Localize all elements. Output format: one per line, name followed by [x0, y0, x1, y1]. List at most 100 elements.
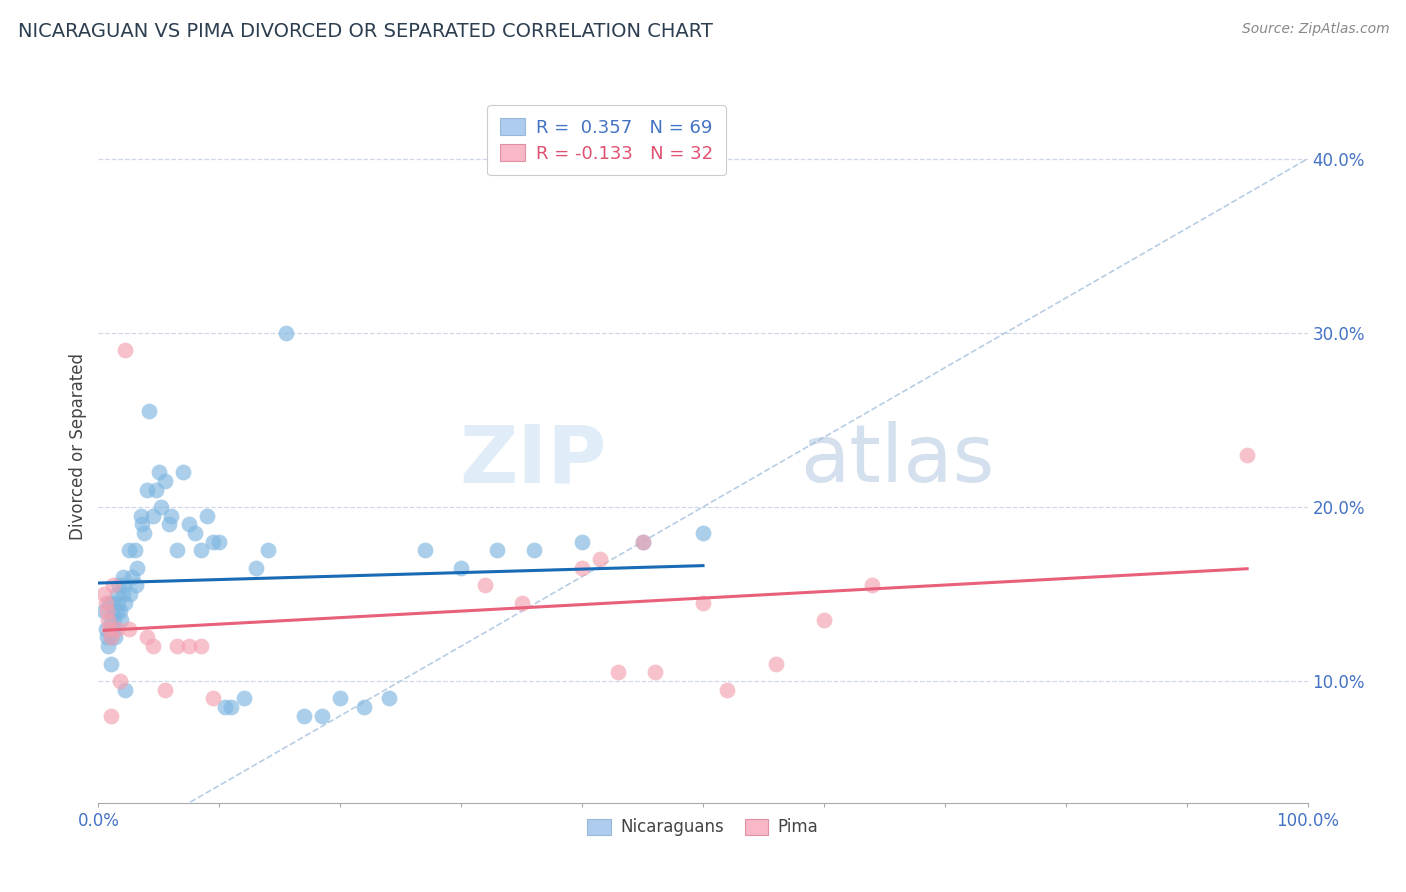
Point	[129, 508, 152, 523]
Point	[571, 534, 593, 549]
Point	[125, 578, 148, 592]
Point	[148, 465, 170, 479]
Point	[523, 543, 546, 558]
Point	[190, 639, 212, 653]
Point	[118, 622, 141, 636]
Point	[474, 578, 496, 592]
Point	[134, 526, 156, 541]
Point	[100, 631, 122, 645]
Point	[98, 596, 121, 610]
Point	[631, 534, 654, 549]
Point	[93, 604, 115, 618]
Point	[329, 691, 352, 706]
Point	[142, 639, 165, 653]
Point	[179, 639, 201, 653]
Point	[93, 587, 115, 601]
Point	[100, 657, 122, 671]
Point	[100, 708, 122, 723]
Point	[105, 622, 128, 636]
Point	[184, 526, 207, 541]
Point	[607, 665, 630, 680]
Point	[145, 483, 167, 497]
Point	[100, 622, 122, 636]
Point	[131, 517, 153, 532]
Point	[860, 578, 883, 592]
Point	[292, 708, 315, 723]
Text: NICARAGUAN VS PIMA DIVORCED OR SEPARATED CORRELATION CHART: NICARAGUAN VS PIMA DIVORCED OR SEPARATED…	[18, 22, 713, 41]
Point	[101, 604, 124, 618]
Point	[97, 613, 120, 627]
Point	[450, 561, 472, 575]
Point	[118, 543, 141, 558]
Point	[96, 604, 118, 618]
Point	[108, 578, 131, 592]
Point	[111, 587, 134, 601]
Point	[195, 508, 218, 523]
Point	[97, 639, 120, 653]
Point	[118, 587, 141, 601]
Point	[172, 465, 194, 479]
Point	[105, 604, 128, 618]
Point	[311, 708, 333, 723]
Point	[98, 622, 121, 636]
Point	[232, 691, 254, 706]
Text: Source: ZipAtlas.com: Source: ZipAtlas.com	[1241, 22, 1389, 37]
Point	[274, 326, 297, 340]
Point	[716, 682, 738, 697]
Point	[692, 596, 714, 610]
Point	[179, 517, 201, 532]
Point	[108, 604, 131, 618]
Point	[1236, 448, 1258, 462]
Point	[202, 534, 225, 549]
Point	[100, 631, 122, 645]
Point	[114, 596, 136, 610]
Point	[135, 631, 157, 645]
Point	[631, 534, 654, 549]
Point	[486, 543, 509, 558]
Point	[124, 543, 146, 558]
Legend: Nicaraguans, Pima: Nicaraguans, Pima	[575, 806, 831, 848]
Point	[208, 534, 231, 549]
Point	[644, 665, 666, 680]
Point	[413, 543, 436, 558]
Point	[103, 613, 125, 627]
Point	[214, 700, 236, 714]
Point	[100, 613, 122, 627]
Point	[150, 500, 173, 514]
Point	[571, 561, 593, 575]
Point	[166, 639, 188, 653]
Point	[256, 543, 278, 558]
Point	[813, 613, 835, 627]
Point	[121, 569, 143, 583]
Point	[94, 596, 117, 610]
Point	[105, 587, 128, 601]
Point	[245, 561, 267, 575]
Point	[510, 596, 533, 610]
Point	[153, 474, 176, 488]
Point	[100, 596, 122, 610]
Point	[127, 561, 149, 575]
Point	[589, 552, 612, 566]
Point	[108, 673, 131, 688]
Point	[765, 657, 787, 671]
Point	[353, 700, 375, 714]
Point	[110, 613, 132, 627]
Point	[111, 569, 134, 583]
Point	[377, 691, 399, 706]
Point	[135, 483, 157, 497]
Point	[692, 526, 714, 541]
Point	[114, 343, 136, 358]
Point	[157, 517, 180, 532]
Point	[104, 631, 127, 645]
Point	[142, 508, 165, 523]
Y-axis label: Divorced or Separated: Divorced or Separated	[69, 352, 87, 540]
Point	[153, 682, 176, 697]
Point	[190, 543, 212, 558]
Point	[103, 622, 125, 636]
Point	[138, 404, 160, 418]
Point	[101, 578, 124, 592]
Point	[114, 682, 136, 697]
Point	[221, 700, 243, 714]
Point	[166, 543, 188, 558]
Point	[202, 691, 225, 706]
